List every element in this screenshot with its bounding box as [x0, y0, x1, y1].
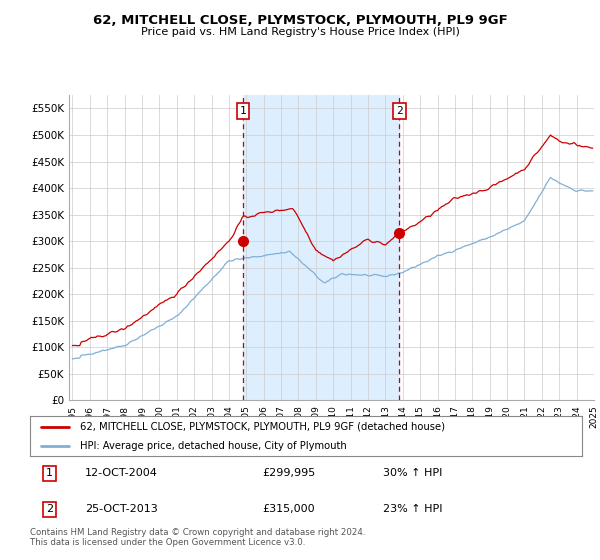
- Bar: [242, 95, 400, 400]
- Text: 12-OCT-2004: 12-OCT-2004: [85, 468, 158, 478]
- Text: Price paid vs. HM Land Registry's House Price Index (HPI): Price paid vs. HM Land Registry's House …: [140, 27, 460, 37]
- Text: £299,995: £299,995: [262, 468, 315, 478]
- Text: Contains HM Land Registry data © Crown copyright and database right 2024.
This d: Contains HM Land Registry data © Crown c…: [30, 528, 365, 547]
- Text: 1: 1: [239, 106, 246, 116]
- Text: 30% ↑ HPI: 30% ↑ HPI: [383, 468, 443, 478]
- Text: HPI: Average price, detached house, City of Plymouth: HPI: Average price, detached house, City…: [80, 441, 346, 450]
- Text: 25-OCT-2013: 25-OCT-2013: [85, 505, 158, 515]
- Text: 62, MITCHELL CLOSE, PLYMSTOCK, PLYMOUTH, PL9 9GF (detached house): 62, MITCHELL CLOSE, PLYMSTOCK, PLYMOUTH,…: [80, 422, 445, 432]
- Text: 23% ↑ HPI: 23% ↑ HPI: [383, 505, 443, 515]
- Text: 2: 2: [396, 106, 403, 116]
- Text: £315,000: £315,000: [262, 505, 314, 515]
- Text: 1: 1: [46, 468, 53, 478]
- Text: 62, MITCHELL CLOSE, PLYMSTOCK, PLYMOUTH, PL9 9GF: 62, MITCHELL CLOSE, PLYMSTOCK, PLYMOUTH,…: [92, 14, 508, 27]
- Text: 2: 2: [46, 505, 53, 515]
